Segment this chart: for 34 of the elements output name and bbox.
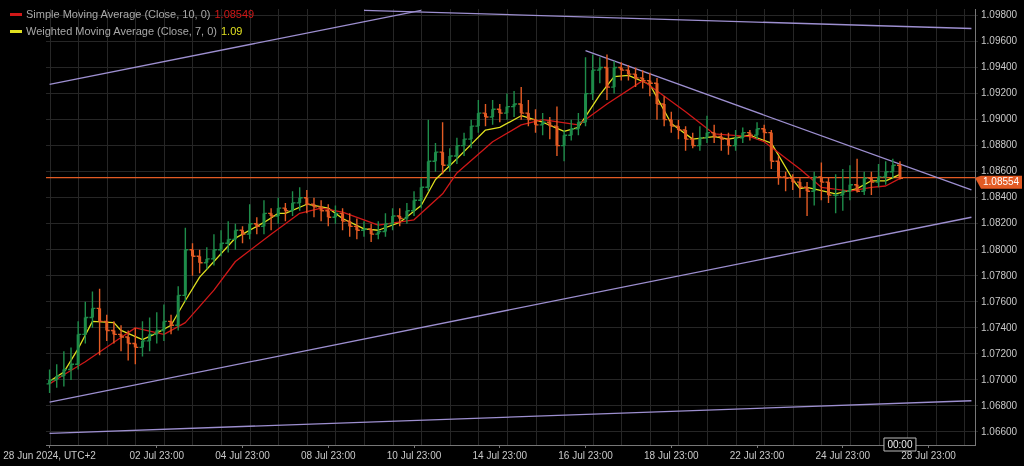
y-tick-label: 1.07000 xyxy=(981,373,1018,385)
legend-label: Simple Moving Average (Close, 10, 0) xyxy=(26,7,211,22)
annotation: 1.09 xyxy=(220,24,243,39)
y-tick-label: 1.08600 xyxy=(981,165,1018,177)
annotation: 1.08549 xyxy=(214,7,255,22)
ref-line-label: 1.08554 xyxy=(983,176,1020,188)
x-tick-label: 22 Jul 23:00 xyxy=(729,449,785,461)
y-tick-label: 1.09600 xyxy=(981,35,1018,47)
x-tick-label: 16 Jul 23:00 xyxy=(558,449,614,461)
y-tick-label: 1.09800 xyxy=(981,9,1018,21)
x-tick-label: 28 Jun 2024, UTC+2 xyxy=(3,449,97,461)
x-tick-label: 04 Jul 23:00 xyxy=(215,449,271,461)
y-tick-label: 1.09400 xyxy=(981,61,1018,73)
y-tick-label: 1.07400 xyxy=(981,321,1018,333)
y-tick-label: 1.06600 xyxy=(981,425,1018,437)
y-tick-label: 1.09000 xyxy=(981,113,1018,125)
y-tick-label: 1.07600 xyxy=(981,295,1018,307)
x-tick-label: 08 Jul 23:00 xyxy=(301,449,356,461)
y-tick-label: 1.08000 xyxy=(981,243,1018,255)
x-tick-label: 10 Jul 23:00 xyxy=(386,449,442,461)
x-tick-label: 24 Jul 23:00 xyxy=(815,449,871,461)
y-tick-label: 1.08400 xyxy=(981,191,1018,203)
y-tick-label: 1.08200 xyxy=(981,217,1018,229)
y-tick-label: 1.09200 xyxy=(981,87,1018,99)
x-tick-label: 28 Jul 23:00 xyxy=(901,449,957,461)
x-tick-label: 18 Jul 23:00 xyxy=(644,449,699,461)
x-tick-label: 02 Jul 23:00 xyxy=(129,449,185,461)
legend-label: Weighted Moving Average (Close, 7, 0) xyxy=(26,24,217,39)
annotation: 00:00 xyxy=(887,438,913,450)
y-tick-label: 1.08800 xyxy=(981,139,1018,151)
y-tick-label: 1.07200 xyxy=(981,347,1018,359)
y-tick-label: 1.06800 xyxy=(981,399,1018,411)
x-tick-label: 14 Jul 23:00 xyxy=(472,449,528,461)
y-tick-label: 1.07800 xyxy=(981,269,1018,281)
